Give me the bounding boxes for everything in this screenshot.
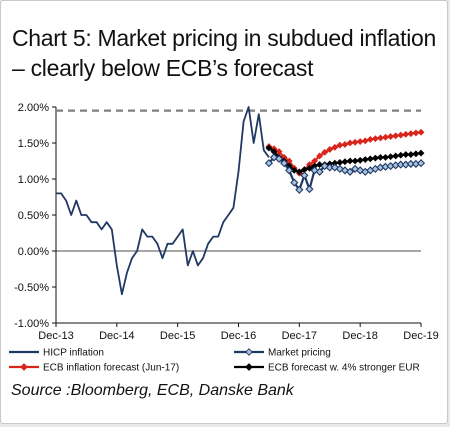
legend-swatch-marker (20, 363, 28, 371)
legend-item-market-pricing: Market pricing (234, 348, 331, 359)
data-point (377, 153, 384, 161)
data-point (331, 143, 339, 151)
data-point (397, 151, 405, 159)
data-point (336, 159, 344, 166)
series-hicp-inflation (56, 106, 270, 296)
data-point (417, 149, 425, 157)
x-tick-label: Dec-15 (160, 330, 195, 342)
data-point (377, 134, 384, 142)
data-point (356, 138, 364, 145)
data-point (346, 157, 354, 165)
y-tick-label: 1.50% (18, 138, 49, 150)
data-point (392, 132, 400, 140)
data-point (356, 166, 365, 175)
data-point (371, 154, 379, 162)
x-tick-label: Dec-17 (282, 330, 317, 342)
data-point (341, 158, 349, 166)
data-point (326, 146, 334, 153)
axes: 2.00%1.50%1.00%0.50%0.00%-0.50%-1.00%Dec… (14, 102, 439, 342)
data-point (407, 151, 415, 158)
data-point (382, 133, 389, 141)
data-point (306, 164, 313, 172)
y-tick-label: 2.00% (18, 102, 49, 114)
data-point (382, 153, 389, 161)
data-point (366, 135, 374, 143)
data-point (387, 153, 395, 161)
x-tick-label: Dec-19 (403, 330, 438, 342)
data-point (407, 130, 415, 138)
data-point (295, 168, 303, 176)
data-point (371, 135, 379, 143)
data-point (265, 144, 273, 152)
data-point (356, 156, 364, 164)
legend-label: ECB inflation forecast (Jun-17) (43, 363, 179, 374)
data-point (361, 156, 369, 163)
data-point (280, 159, 289, 168)
legend-label: Market pricing (268, 348, 331, 359)
data-point (335, 164, 344, 173)
legend-swatch-marker (245, 348, 253, 356)
data-point (315, 167, 324, 176)
series-group (56, 106, 426, 296)
data-point (351, 157, 359, 165)
data-point (310, 166, 319, 175)
chart-title: Chart 5: Market pricing in subdued infla… (12, 25, 437, 81)
data-point (264, 159, 273, 168)
legend: HICP inflation Market pricing ECB inflatio… (9, 348, 420, 374)
legend-label: ECB forecast w. 4% stronger EUR (268, 363, 420, 374)
data-point (321, 148, 329, 156)
x-tick-label: Dec-13 (38, 330, 73, 342)
data-point (274, 154, 284, 163)
legend-swatch-marker (245, 363, 253, 371)
data-point (345, 167, 355, 176)
data-point (402, 130, 410, 138)
y-tick-label: -1.00% (14, 318, 49, 330)
legend-item-hicp-inflation: HICP inflation (9, 348, 104, 359)
data-point (351, 138, 359, 146)
data-point (387, 133, 395, 140)
y-tick-label: 0.50% (18, 210, 49, 222)
data-point (341, 141, 349, 148)
data-point (366, 155, 374, 163)
data-point (412, 129, 420, 137)
data-point (285, 166, 294, 175)
data-point (397, 131, 405, 139)
data-point (416, 159, 426, 168)
data-point (295, 185, 304, 194)
data-point (417, 128, 425, 136)
source-note: Source :Bloomberg, ECB, Danske Bank (11, 382, 294, 399)
data-point (346, 139, 354, 147)
x-tick-label: Dec-14 (99, 330, 134, 342)
y-tick-label: -0.50% (14, 282, 49, 294)
x-tick-label: Dec-18 (342, 330, 377, 342)
series-line-hicp-inflation (56, 106, 270, 296)
data-point (402, 151, 410, 158)
data-point (412, 150, 420, 158)
data-point (320, 161, 329, 171)
series-market-pricing (264, 153, 426, 194)
data-point (290, 178, 299, 187)
y-tick-label: 0.00% (18, 246, 49, 258)
legend-item-ecb-forecast-w-4-stronger-eur: ECB forecast w. 4% stronger EUR (234, 363, 420, 374)
data-point (392, 152, 400, 160)
y-tick-label: 1.00% (18, 174, 49, 186)
data-point (305, 185, 314, 194)
data-point (361, 137, 369, 145)
data-point (300, 171, 309, 180)
legend-label: HICP inflation (43, 348, 104, 359)
data-point (316, 152, 324, 160)
legend-item-ecb-inflation-forecast-jun-17: ECB inflation forecast (Jun-17) (9, 363, 179, 374)
x-tick-label: Dec-16 (221, 330, 256, 342)
